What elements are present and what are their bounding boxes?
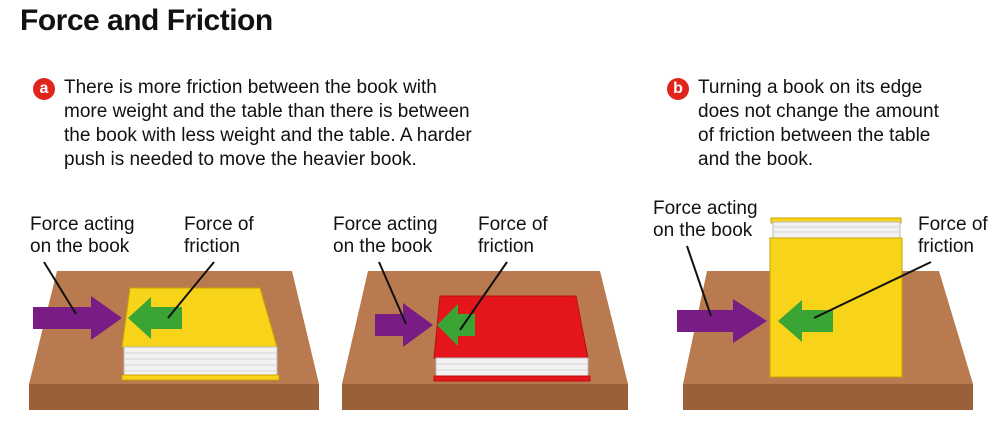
book-bottom-cover <box>121 374 280 381</box>
caption-a: There is more friction between the book … <box>64 76 472 172</box>
label-line: Force acting <box>30 214 135 235</box>
force-acting-label: Force acting on the book <box>653 198 758 242</box>
caption-b-line: and the book. <box>698 149 814 170</box>
force-acting-label: Force acting on the book <box>30 214 135 258</box>
label-line: Force acting <box>333 214 438 235</box>
standing-book <box>769 217 903 378</box>
push-arrow <box>33 296 122 340</box>
pointer-line <box>167 261 215 319</box>
yellow-book <box>121 287 280 381</box>
label-line: on the book <box>653 220 753 241</box>
scene-book-on-edge <box>677 217 973 410</box>
caption-a-line: more weight and the table than there is … <box>64 101 470 122</box>
label-line: on the book <box>30 236 130 257</box>
friction-label: Force of friction <box>918 214 988 258</box>
table-side <box>683 384 973 410</box>
label-line: on the book <box>333 236 433 257</box>
table-side <box>342 384 628 410</box>
friction-label: Force of friction <box>478 214 548 258</box>
caption-a-line: the book with less weight and the table.… <box>64 125 472 146</box>
caption-a-line: There is more friction between the book … <box>64 77 437 98</box>
scene-light-book <box>29 261 319 410</box>
book-pages <box>772 221 901 239</box>
label-line: Force of <box>184 214 254 235</box>
badge-a: a <box>33 78 55 100</box>
book-pages <box>435 357 589 377</box>
table-side <box>29 384 319 410</box>
friction-arrow <box>778 300 833 342</box>
caption-b-line: does not change the amount <box>698 101 939 122</box>
friction-arrow <box>437 304 475 346</box>
caption-b-line: Turning a book on its edge <box>698 77 923 98</box>
book-bottom-cover <box>433 375 591 382</box>
scene-heavy-book <box>342 261 628 410</box>
label-line: friction <box>184 236 240 257</box>
friction-label: Force of friction <box>184 214 254 258</box>
label-line: Force of <box>918 214 988 235</box>
caption-a-line: push is needed to move the heavier book. <box>64 149 417 170</box>
badge-b: b <box>667 78 689 100</box>
page-title: Force and Friction <box>20 4 273 37</box>
push-arrow <box>677 299 767 343</box>
caption-b-line: of friction between the table <box>698 125 931 146</box>
push-arrow <box>375 303 433 347</box>
pointer-line <box>43 261 77 315</box>
caption-b: Turning a book on its edge does not chan… <box>698 76 939 172</box>
label-line: friction <box>478 236 534 257</box>
force-acting-label: Force acting on the book <box>333 214 438 258</box>
label-line: Force acting <box>653 198 758 219</box>
pointer-line <box>813 261 932 319</box>
label-line: Force of <box>478 214 548 235</box>
pointer-line <box>459 261 508 331</box>
pointer-line <box>686 245 712 317</box>
pointer-line <box>378 261 407 325</box>
friction-arrow <box>128 297 182 339</box>
label-line: friction <box>918 236 974 257</box>
